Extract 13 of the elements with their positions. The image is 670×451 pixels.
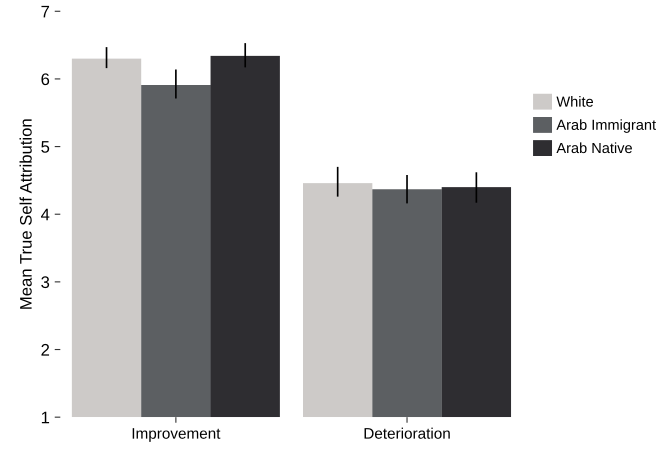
legend-label: Arab Native xyxy=(556,142,632,154)
x-tick-label: Deterioration xyxy=(364,428,450,439)
y-tick-label: 2 xyxy=(41,344,50,356)
y-tick-label: 5 xyxy=(41,141,50,153)
y-tick-label: 4 xyxy=(41,208,50,220)
y-tick-label: 7 xyxy=(41,6,50,18)
y-tick-label: 3 xyxy=(41,276,50,288)
x-tick-label: Improvement xyxy=(132,428,220,442)
y-tick-label: 6 xyxy=(41,73,50,86)
y-axis-title: Mean True Self Attribution xyxy=(20,119,32,309)
y-tick-label: 1 xyxy=(42,412,50,424)
legend-label: White xyxy=(556,96,594,107)
legend-label: Arab Immigrant xyxy=(556,119,656,133)
